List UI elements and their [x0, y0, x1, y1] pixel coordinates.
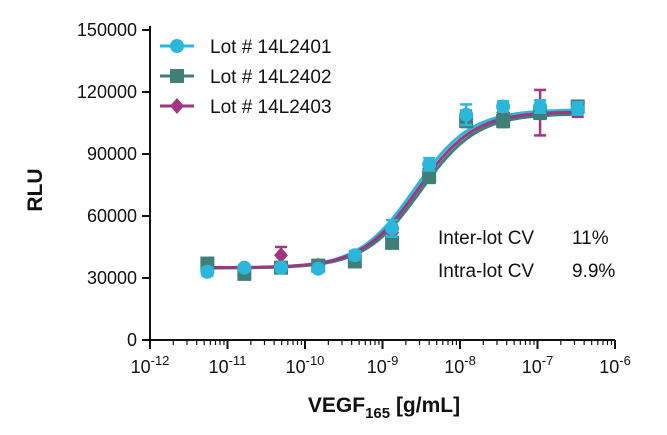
data-point [385, 221, 400, 236]
data-point [237, 260, 252, 275]
annotation-value: 11% [572, 228, 609, 249]
data-point [533, 99, 548, 114]
data-point [496, 99, 511, 114]
x-tick-label: 10-10 [286, 353, 325, 377]
x-tick-label: 10-9 [367, 353, 399, 377]
legend-label: Lot # 14L2403 [210, 97, 332, 118]
annotation-label: Inter-lot CV [438, 228, 534, 249]
y-tick-label: 90000 [87, 144, 137, 164]
data-point [385, 235, 400, 250]
legend-label: Lot # 14L2402 [210, 67, 332, 88]
annotation-value: 9.9% [572, 261, 615, 282]
y-tick-label: 0 [127, 330, 137, 350]
data-point [459, 107, 474, 122]
y-tick-label: 120000 [77, 82, 137, 102]
legend-marker [170, 39, 184, 53]
data-point [422, 169, 437, 184]
data-point [273, 247, 288, 264]
x-tick-label: 10-11 [209, 353, 247, 377]
data-point [422, 157, 437, 172]
data-point [496, 113, 511, 128]
annotation-label: Intra-lot CV [438, 261, 534, 282]
data-point [200, 264, 215, 279]
y-tick-label: 60000 [87, 206, 137, 226]
axes: 0 30000 60000 90000 120000 150000 10-12 10-11 10… [77, 20, 631, 377]
data-point [347, 248, 362, 263]
legend: Lot # 14L2401 Lot # 14L2402 Lot # 14L2403 [160, 37, 332, 118]
legend-label: Lot # 14L2401 [210, 37, 332, 58]
data-point [273, 260, 288, 275]
x-tick-label: 10-8 [444, 353, 476, 377]
y-tick-label: 150000 [77, 20, 137, 40]
cv-annotations: Inter-lot CV 11% Intra-lot CV 9.9% [438, 228, 615, 282]
x-axis-title: VEGF165 [g/mL] [308, 394, 460, 422]
data-point [570, 101, 585, 116]
x-tick-label: 10-6 [599, 353, 631, 377]
y-tick-label: 30000 [87, 268, 137, 288]
data-points [200, 88, 585, 281]
legend-marker [170, 69, 184, 83]
y-axis-title: RLU [24, 168, 47, 211]
x-tick-label: 10-7 [522, 353, 554, 377]
data-point [311, 261, 326, 276]
legend-marker [170, 98, 184, 114]
x-tick-label: 10-12 [131, 353, 170, 377]
